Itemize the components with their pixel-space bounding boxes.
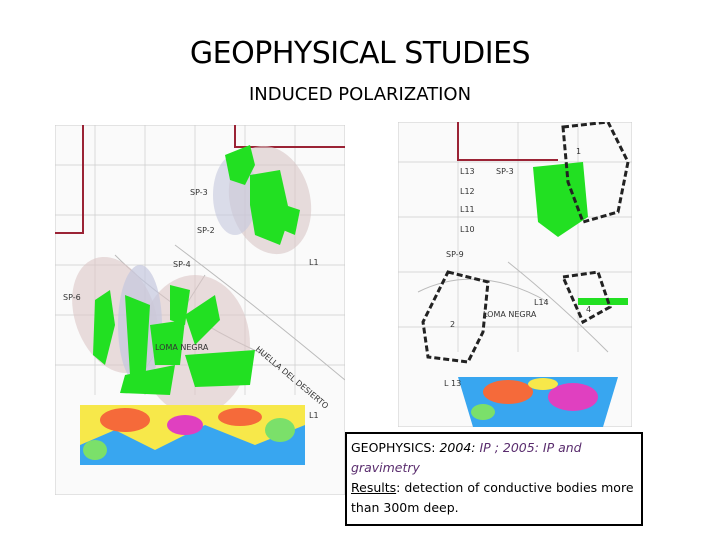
map-label: L1 <box>309 258 319 267</box>
summary-box: GEOPHYSICS: 2004: IP ; 2005: IP and grav… <box>345 432 643 526</box>
results-text: : detection of conductive bodies more th… <box>351 480 634 515</box>
map-label: LOMA NEGRA <box>155 343 209 352</box>
target-outline <box>421 122 630 364</box>
map-label: SP-2 <box>197 226 215 235</box>
right-map: L13 L12 L11 L10 SP-3 SP-9 1 2 4 L14 LOMA NEGRA L 13 <box>398 122 632 427</box>
map-label: L11 <box>460 205 475 214</box>
boundary <box>457 122 558 161</box>
summary-heading: GEOPHYSICS: <box>351 440 436 455</box>
map-label: LOMA NEGRA <box>483 310 537 319</box>
road <box>417 261 609 353</box>
title: GEOPHYSICAL STUDIES <box>189 36 531 71</box>
map-frame <box>398 122 632 427</box>
map-label: L14 <box>534 298 549 307</box>
summary-year: 2004: <box>439 440 476 455</box>
map-label: 2 <box>450 320 455 329</box>
map-label: 1 <box>576 147 581 156</box>
boundary <box>234 125 345 148</box>
map-label: L13 <box>460 167 475 176</box>
map-label: L10 <box>460 225 475 234</box>
ip-section <box>80 405 305 465</box>
ip-section <box>458 377 618 427</box>
summary-detail: IP ; 2005: IP and gravimetry <box>351 440 582 475</box>
map-label: SP-4 <box>173 260 191 269</box>
map-label: SP-9 <box>446 250 464 259</box>
map-label: SP-3 <box>190 188 208 197</box>
map-label: L12 <box>460 187 475 196</box>
map-label: L 13 <box>444 379 461 388</box>
conductive-body <box>93 145 300 395</box>
map-label: SP-3 <box>496 167 514 176</box>
map-label: SP-6 <box>63 293 81 302</box>
boundary <box>55 125 84 234</box>
results-label: Results <box>351 480 397 495</box>
subtitle: INDUCED POLARIZATION <box>248 84 472 105</box>
conductive-body <box>533 162 628 305</box>
map-label: L1 <box>309 411 319 420</box>
map-label: 4 <box>586 305 591 314</box>
